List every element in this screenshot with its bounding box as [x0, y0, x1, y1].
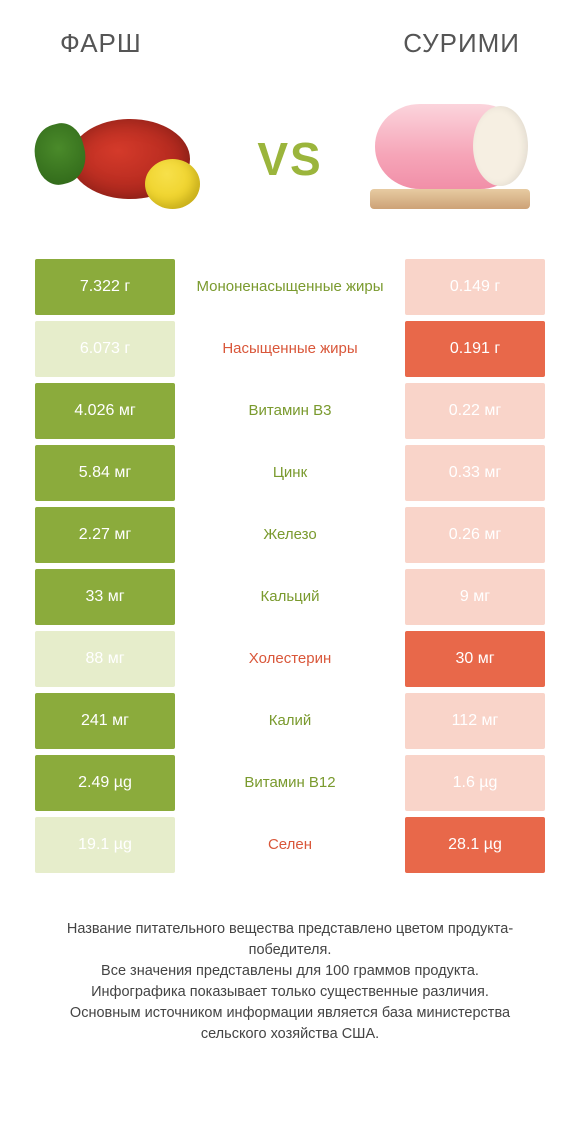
nutrient-label: Мононенасыщенные жиры [175, 259, 405, 315]
table-row: 7.322 гМононенасыщенные жиры0.149 г [35, 259, 545, 315]
left-value-cell: 33 мг [35, 569, 175, 625]
nutrient-label: Селен [175, 817, 405, 873]
left-value-cell: 88 мг [35, 631, 175, 687]
right-value-cell: 0.22 мг [405, 383, 545, 439]
left-product-image [40, 89, 220, 229]
left-value-cell: 19.1 µg [35, 817, 175, 873]
table-row: 33 мгКальций9 мг [35, 569, 545, 625]
left-value-cell: 7.322 г [35, 259, 175, 315]
table-row: 241 мгКалий112 мг [35, 693, 545, 749]
footer-line: Инфографика показывает только существенн… [40, 982, 540, 1003]
footer-line: Все значения представлены для 100 граммо… [40, 961, 540, 982]
table-row: 5.84 мгЦинк0.33 мг [35, 445, 545, 501]
table-row: 19.1 µgСелен28.1 µg [35, 817, 545, 873]
left-value-cell: 2.49 µg [35, 755, 175, 811]
header: Фарш Сурими [0, 0, 580, 69]
nutrient-label: Холестерин [175, 631, 405, 687]
right-product-image [360, 89, 540, 229]
left-value-cell: 6.073 г [35, 321, 175, 377]
nutrient-label: Витамин B12 [175, 755, 405, 811]
left-value-cell: 2.27 мг [35, 507, 175, 563]
right-product-title: Сурими [403, 28, 520, 59]
right-value-cell: 1.6 µg [405, 755, 545, 811]
right-value-cell: 0.149 г [405, 259, 545, 315]
nutrient-label: Витамин B3 [175, 383, 405, 439]
table-row: 4.026 мгВитамин B30.22 мг [35, 383, 545, 439]
right-value-cell: 112 мг [405, 693, 545, 749]
footer-line: Основным источником информации является … [40, 1003, 540, 1045]
right-value-cell: 30 мг [405, 631, 545, 687]
right-value-cell: 0.33 мг [405, 445, 545, 501]
footer-notes: Название питательного вещества представл… [0, 879, 580, 1045]
comparison-table: 7.322 гМононенасыщенные жиры0.149 г 6.073… [0, 259, 580, 873]
right-value-cell: 9 мг [405, 569, 545, 625]
surimi-icon [370, 104, 530, 214]
right-value-cell: 0.191 г [405, 321, 545, 377]
right-value-cell: 28.1 µg [405, 817, 545, 873]
table-row: 2.27 мгЖелезо0.26 мг [35, 507, 545, 563]
nutrient-label: Кальций [175, 569, 405, 625]
left-value-cell: 241 мг [35, 693, 175, 749]
table-row: 6.073 гНасыщенные жиры0.191 г [35, 321, 545, 377]
footer-line: Название питательного вещества представл… [40, 919, 540, 961]
mince-meat-icon [70, 119, 190, 199]
vs-row: VS [0, 69, 580, 259]
left-value-cell: 4.026 мг [35, 383, 175, 439]
nutrient-label: Насыщенные жиры [175, 321, 405, 377]
nutrient-label: Калий [175, 693, 405, 749]
left-product-title: Фарш [60, 28, 142, 59]
nutrient-label: Железо [175, 507, 405, 563]
left-value-cell: 5.84 мг [35, 445, 175, 501]
vs-label: VS [257, 132, 322, 186]
table-row: 88 мгХолестерин30 мг [35, 631, 545, 687]
table-row: 2.49 µgВитамин B121.6 µg [35, 755, 545, 811]
nutrient-label: Цинк [175, 445, 405, 501]
right-value-cell: 0.26 мг [405, 507, 545, 563]
